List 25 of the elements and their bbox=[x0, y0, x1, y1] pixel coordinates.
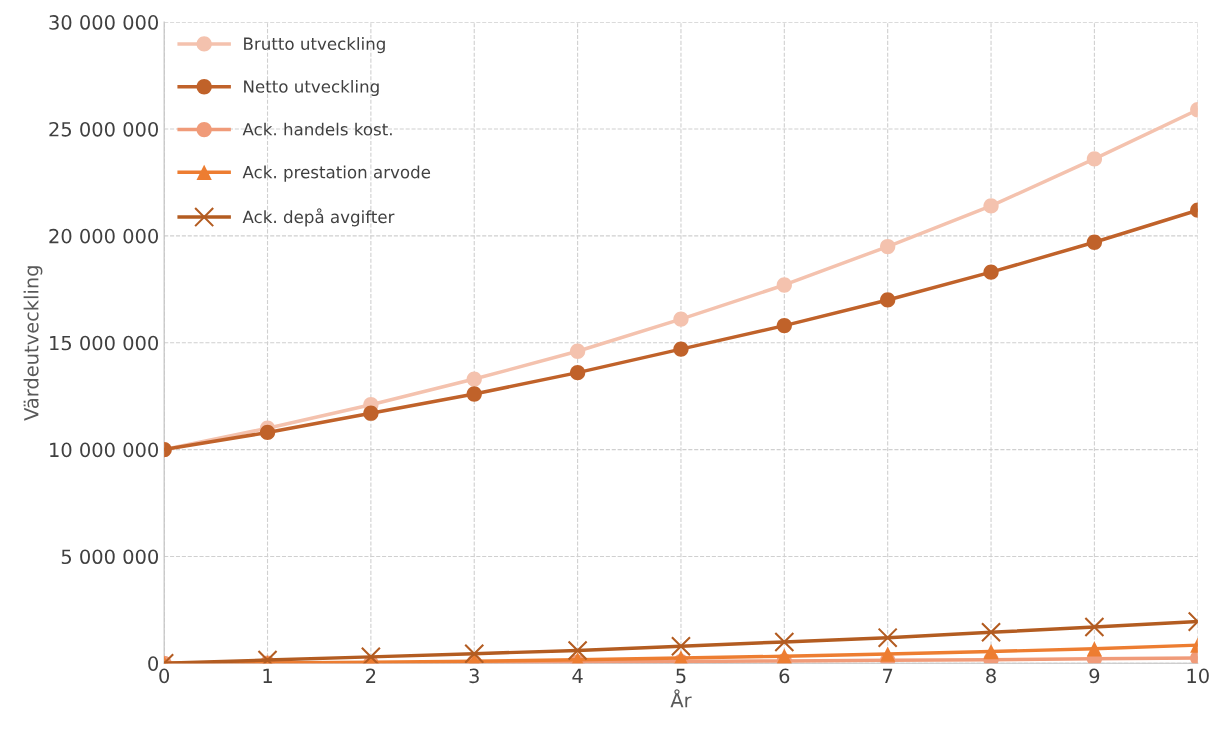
x-tick-label: 1 bbox=[263, 668, 272, 683]
y-tick-label: 20 000 000 bbox=[49, 228, 159, 244]
legend-label: Brutto utveckling bbox=[244, 37, 385, 54]
y-axis-title: Värdeutveckling bbox=[23, 266, 43, 421]
x-tick-label: 8 bbox=[986, 668, 996, 684]
y-tick-label: 5 000 000 bbox=[61, 549, 159, 565]
y-tick-label: 10 000 000 bbox=[50, 442, 159, 458]
x-tick-label: 7 bbox=[883, 668, 893, 683]
x-tick-label: 5 bbox=[676, 668, 686, 684]
x-tick-label: 2 bbox=[366, 668, 376, 683]
legend-label: Ack. prestation arvode bbox=[242, 165, 431, 182]
x-tick-label: 3 bbox=[469, 668, 479, 684]
x-tick-label: 6 bbox=[779, 668, 790, 684]
y-tick-label: 30 000 000 bbox=[49, 15, 159, 30]
x-tick-label: 0 bbox=[159, 668, 170, 684]
y-tick-label: 15 000 000 bbox=[50, 335, 159, 351]
x-tick-label: 10 bbox=[1187, 668, 1209, 684]
y-tick-label: 25 000 000 bbox=[49, 121, 159, 137]
y-tick-label: 0 bbox=[148, 656, 159, 671]
x-axis-title: År bbox=[670, 689, 692, 708]
x-tick-label: 4 bbox=[572, 668, 583, 683]
legend-label: Netto utveckling bbox=[244, 79, 379, 97]
x-tick-label: 9 bbox=[1089, 668, 1100, 684]
legend-label: Ack. depå avgifter bbox=[242, 208, 395, 227]
legend-label: Ack. handels kost. bbox=[242, 122, 392, 136]
